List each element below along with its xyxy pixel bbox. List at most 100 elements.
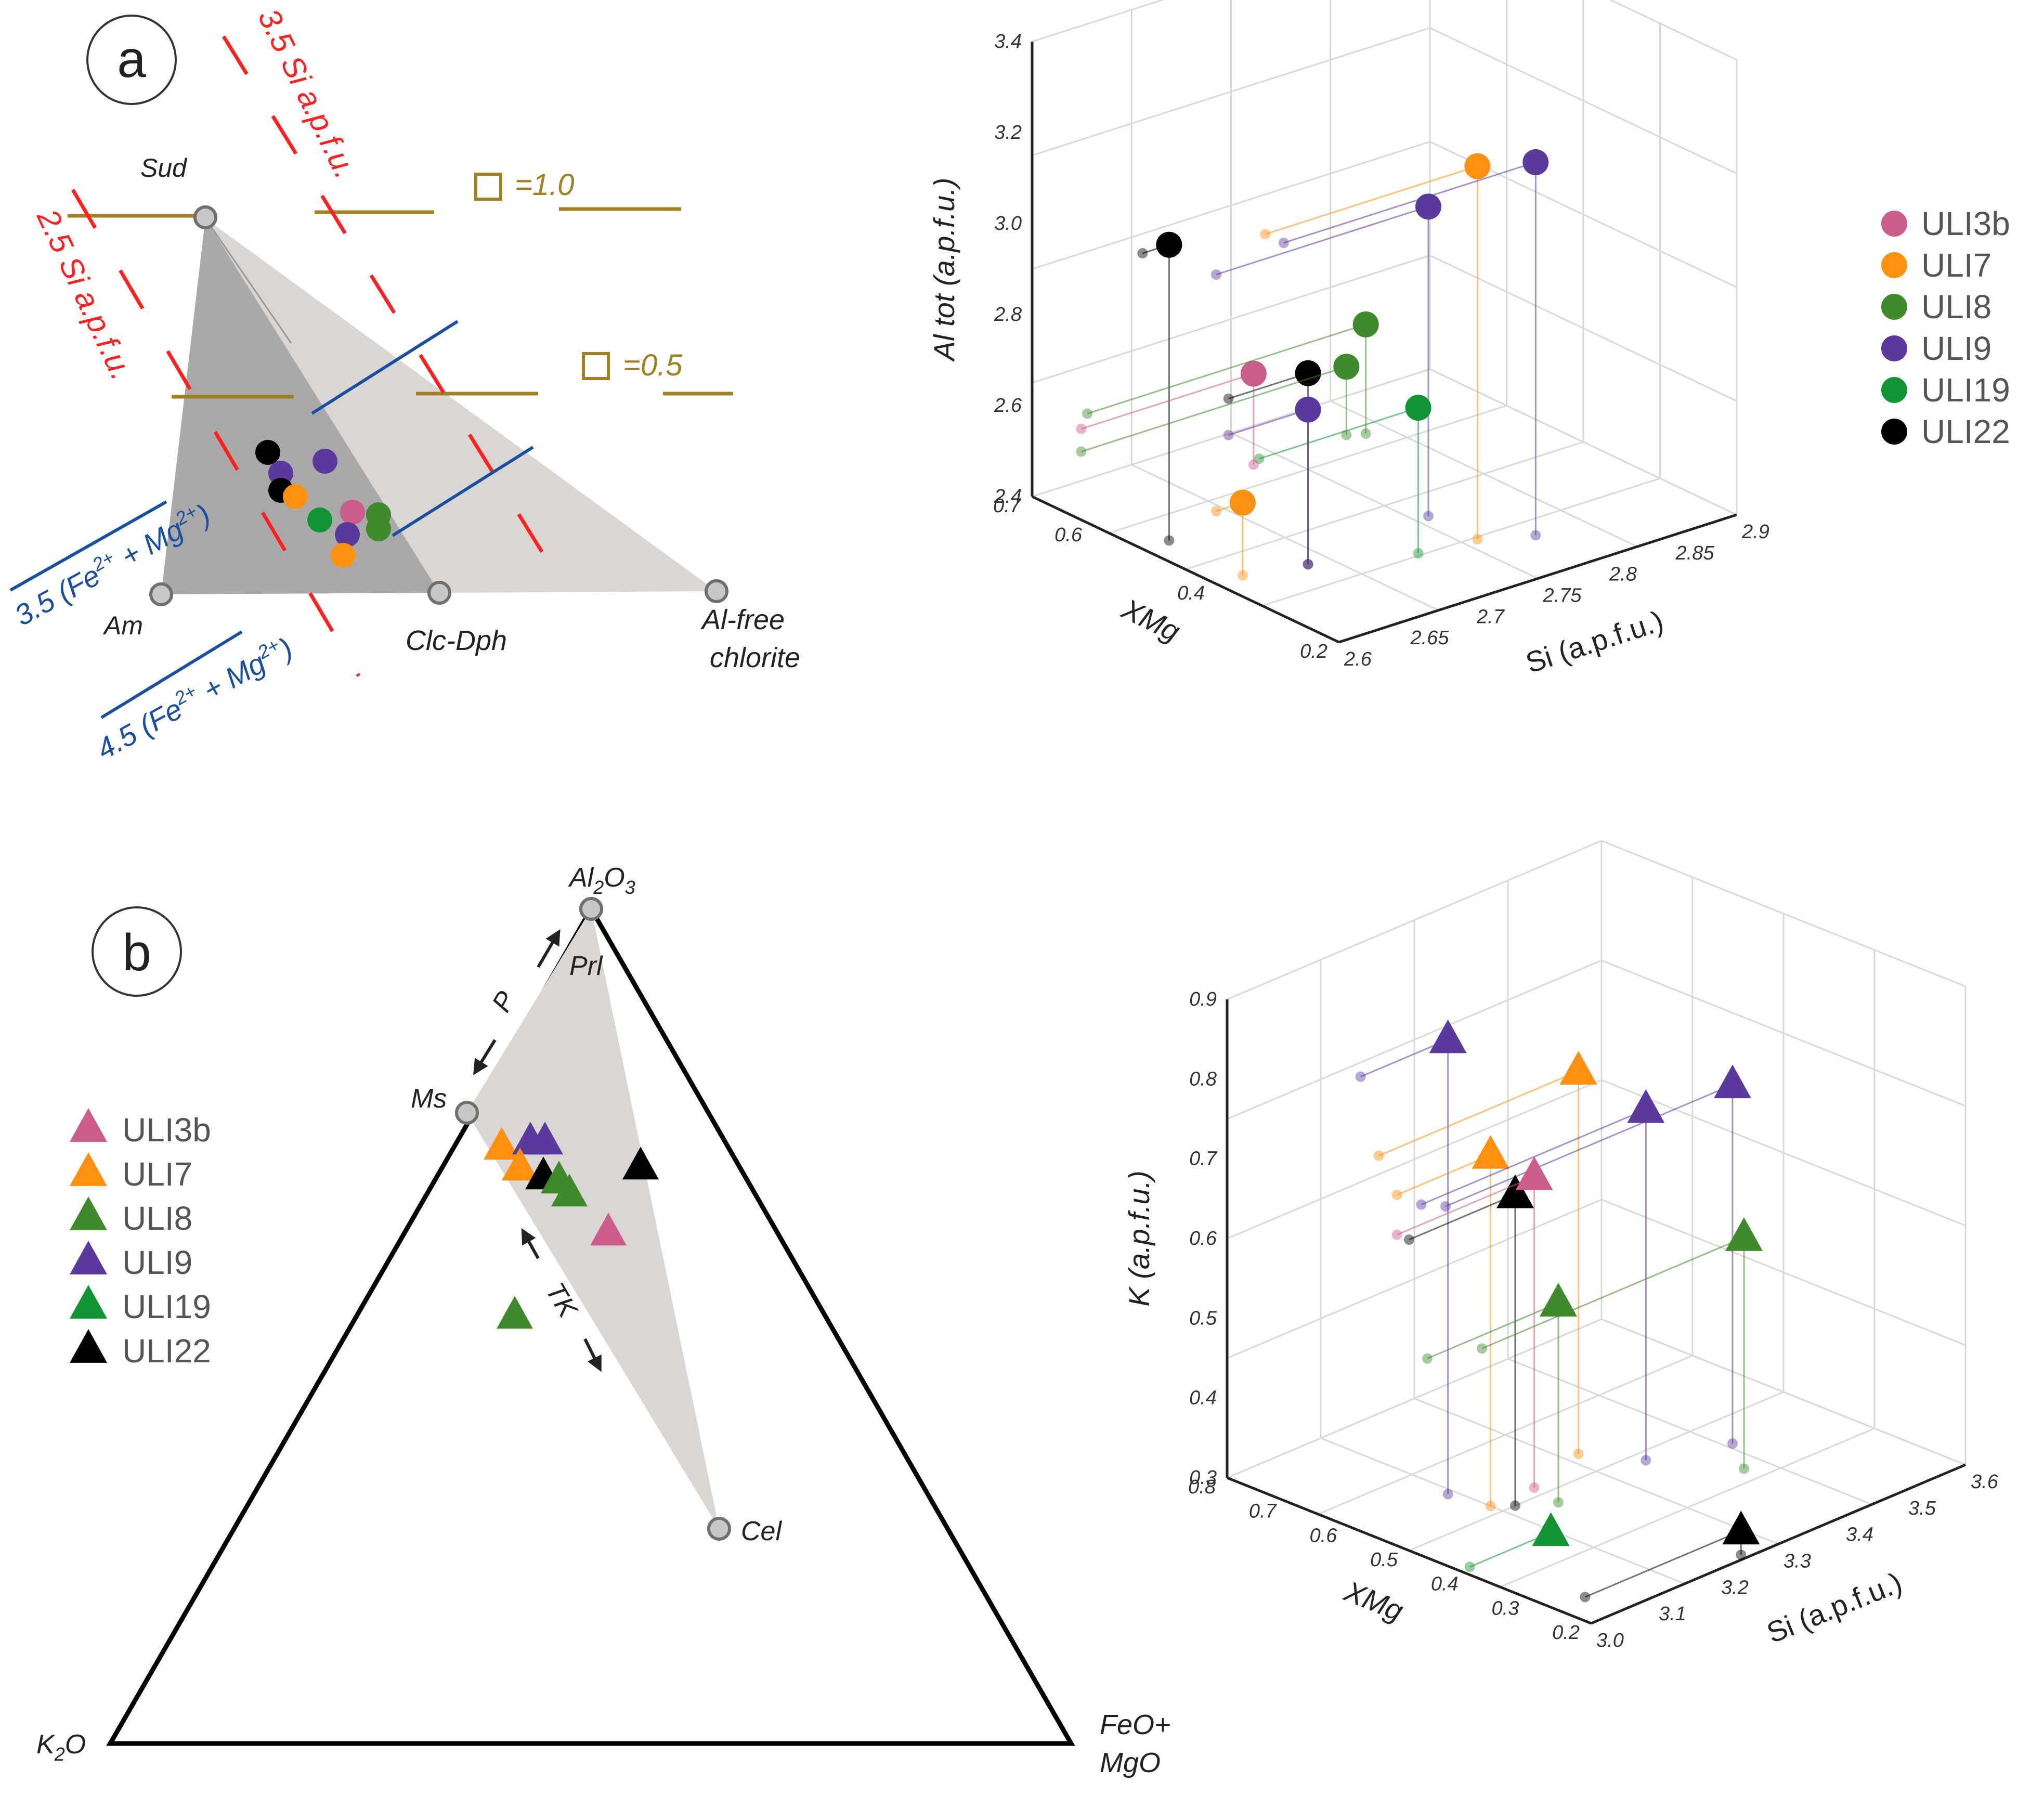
grid-line <box>1601 959 1966 1107</box>
panel-b-label: b <box>122 923 151 982</box>
ternary-a-point-ULI7 <box>331 543 356 568</box>
x-tick-label: 2.65 <box>1410 627 1450 649</box>
vertex-chlorite: chlorite <box>710 642 800 673</box>
x-tick-label: 2.7 <box>1476 606 1505 628</box>
wall-proj-ULI9 <box>1278 238 1289 249</box>
grid-line <box>1330 400 1638 548</box>
data-point-ULI3b <box>1515 1156 1553 1190</box>
wall-proj-ULI9 <box>1223 430 1234 440</box>
proj-line-ULI3b <box>1080 373 1254 430</box>
trend-tk-arrow-down <box>583 1338 602 1372</box>
legend-b-label-ULI7: ULI7 <box>122 1155 192 1193</box>
z-tick-label: 2.8 <box>994 304 1022 326</box>
proj-line-ULI22 <box>1584 1530 1741 1598</box>
wall-proj-ULI9 <box>1416 1199 1427 1210</box>
vertex-feo: FeO+ <box>1100 1709 1171 1740</box>
floor-proj-ULI22 <box>1736 1550 1747 1560</box>
ternary-a-vertices <box>149 205 728 606</box>
z-axis-label: K (a.p.f.u.) <box>1123 1170 1155 1306</box>
vertex-ms: Ms <box>411 1084 447 1114</box>
trend-p-arrow-down <box>473 1039 497 1075</box>
y-axis-label: XMg <box>1339 1574 1408 1627</box>
y-tick-label: 0.4 <box>1431 1573 1459 1595</box>
legend-a-label-ULI7: ULI7 <box>1921 246 1991 284</box>
z-tick-label: 0.4 <box>1189 1387 1217 1409</box>
x-tick-label: 3.1 <box>1659 1603 1686 1625</box>
ternary-b-vertices <box>455 897 731 1541</box>
ternary-a-point-ULI19 <box>307 507 332 532</box>
wall-proj-ULI8 <box>1082 408 1093 419</box>
legend-a-marker-ULI19 <box>1881 377 1907 403</box>
legend-b-marker-ULI22 <box>70 1329 107 1363</box>
vertex-sud: Sud <box>140 153 188 183</box>
data-point-ULI8 <box>1725 1217 1763 1251</box>
x-axis <box>1591 1463 1966 1625</box>
wall-proj-ULI7 <box>1391 1190 1402 1200</box>
data-point-ULI22 <box>1295 360 1321 386</box>
si-line-35 <box>222 35 553 568</box>
grid-line <box>1429 27 1737 175</box>
vertex-al-free: Al-free <box>700 604 785 635</box>
legend-b-label-ULI9: ULI9 <box>122 1244 192 1281</box>
x-tick-label: 3.0 <box>1596 1630 1624 1651</box>
floor-proj-ULI9 <box>1303 559 1313 570</box>
wall-proj-ULI9 <box>1355 1071 1366 1082</box>
legend-b-label-ULI8: ULI8 <box>122 1200 192 1237</box>
data-point-ULI22 <box>1156 231 1182 258</box>
ternary-b-point-ULI9 <box>527 1122 563 1155</box>
legend-a-label-ULI8: ULI8 <box>1921 288 1991 326</box>
z-tick-label: 0.7 <box>1189 1148 1218 1170</box>
ternary-a-point-ULI9 <box>268 461 293 486</box>
proj-line-ULI7 <box>1397 1154 1491 1196</box>
proj-line-ULI7 <box>1378 1070 1579 1157</box>
floor-proj-ULI9 <box>1442 1489 1453 1500</box>
x-tick-label: 2.85 <box>1675 542 1715 564</box>
grid-line <box>1601 840 1966 987</box>
y-axis-label: XMg <box>1116 592 1185 648</box>
grid-line <box>1609 0 1737 61</box>
x-tick-label: 2.9 <box>1741 521 1769 543</box>
proj-line-ULI3b <box>1397 1176 1535 1236</box>
panel-a-label: a <box>117 30 146 88</box>
ternary-a-inner-edge <box>204 218 292 344</box>
wall-proj-ULI22 <box>1580 1592 1591 1603</box>
z-tick-label: 0.5 <box>1189 1307 1217 1329</box>
legend-b-label-ULI3b: ULI3b <box>122 1111 211 1149</box>
grid-line <box>1227 1318 1602 1479</box>
legend-a: ULI3b ULI7 ULI8 ULI9 ULI19 ULI22 <box>1881 205 2010 450</box>
x-axis-label: Si (a.p.f.u.) <box>1762 1566 1907 1649</box>
chart-3d-mica: 0.90.80.70.60.50.40.30.80.70.60.50.40.30… <box>1123 840 1999 1651</box>
floor-proj-ULI8 <box>1553 1497 1564 1508</box>
x-tick-label: 3.3 <box>1783 1551 1811 1572</box>
si-line-25 <box>71 189 361 677</box>
legend-a-marker-ULI8 <box>1881 294 1907 320</box>
ternary-b-field <box>467 909 719 1529</box>
ternary-b-points <box>484 1122 659 1329</box>
y-tick-label: 0.7 <box>1249 1501 1278 1522</box>
grid-line <box>1429 368 1737 516</box>
vertex-am: Am <box>102 611 143 640</box>
wall-proj-ULI7 <box>1373 1150 1384 1161</box>
legend-a-label-ULI3b: ULI3b <box>1921 205 2010 242</box>
z-tick-label: 3.2 <box>994 122 1022 144</box>
x-axis-label: Si (a.p.f.u.) <box>1522 604 1668 680</box>
data-point-ULI8 <box>1540 1283 1577 1317</box>
grid-line <box>1032 27 1430 157</box>
vertex-k2o: K2O <box>36 1729 86 1765</box>
data-point-ULI19 <box>1405 395 1431 421</box>
y-axis <box>1031 495 1340 644</box>
panel-b-label-circle <box>92 906 182 997</box>
data-point-ULI9 <box>1415 193 1441 220</box>
proj-line-ULI8 <box>1481 1237 1744 1349</box>
legend-b-marker-ULI19 <box>70 1285 107 1319</box>
floor-proj-ULI8 <box>1341 430 1352 440</box>
proj-line-ULI9 <box>1228 409 1309 436</box>
x-tick-label: 2.75 <box>1543 585 1582 607</box>
floor-proj-ULI7 <box>1485 1501 1496 1512</box>
wall-proj-ULI22 <box>1223 393 1234 404</box>
data-point-ULI22 <box>1722 1511 1760 1545</box>
proj-line-ULI7 <box>1265 165 1478 235</box>
floor-proj-ULI22 <box>1164 535 1175 546</box>
y-tick-label: 0.3 <box>1492 1597 1519 1619</box>
